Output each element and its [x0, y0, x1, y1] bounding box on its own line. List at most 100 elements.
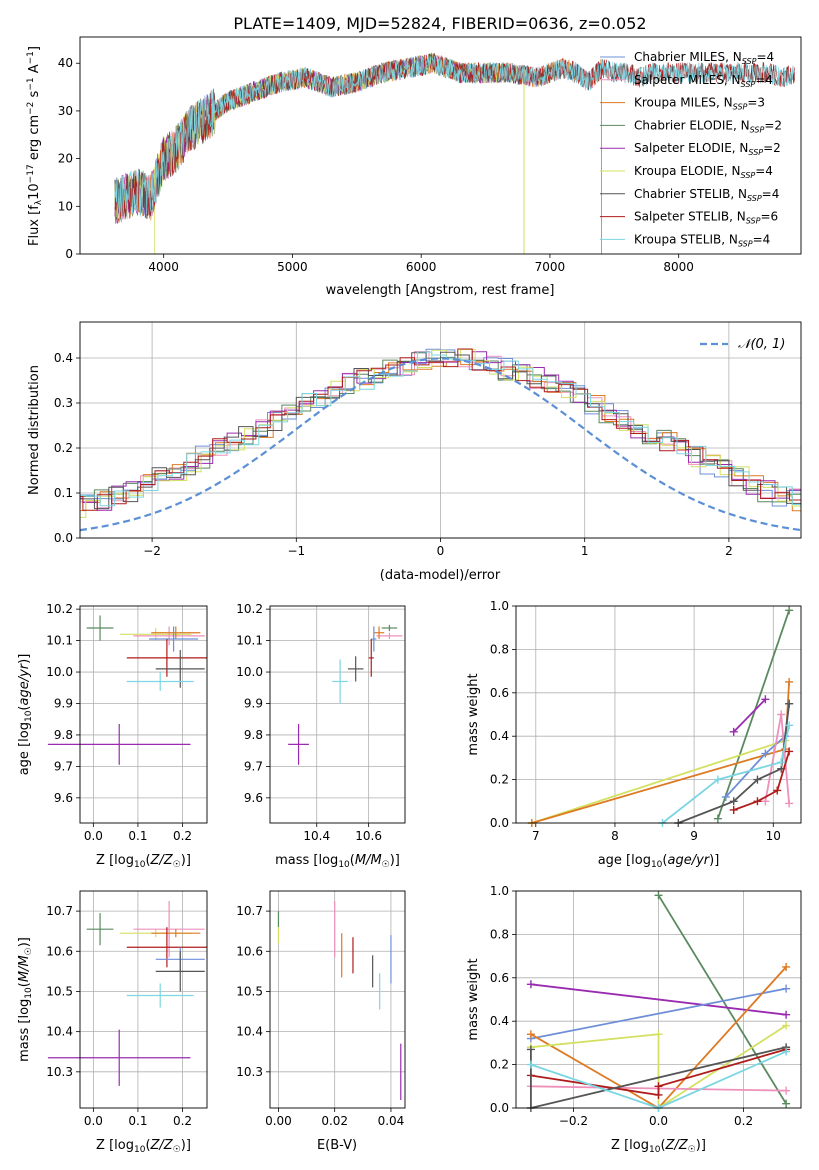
x-tick-label: 9: [690, 829, 698, 843]
x-axis-label-part: mass [log: [275, 853, 338, 868]
axes-frame: [269, 605, 406, 824]
x-tick-label: 0: [437, 544, 445, 558]
y-axis-label-part: 10: [24, 710, 34, 722]
x-axis-label-part: M/M: [355, 853, 382, 868]
legend-label-part: Kroupa ELODIE, N: [634, 164, 741, 178]
chart-age_vs_Z: 0.0 0.1 0.29.69.79.89.910.010.110.2Z [log1…: [17, 602, 208, 870]
legend-label-part: Salpeter ELODIE, N: [634, 141, 748, 155]
weight-marker: [785, 699, 794, 708]
y-axis-label-part: s: [27, 90, 42, 101]
x-axis-label-part: Z [log: [96, 853, 134, 868]
weight-line-8: [661, 725, 790, 824]
x-tick-label: −2: [143, 544, 161, 558]
y-tick-label: 10.4: [46, 1025, 73, 1039]
weight-line-7: [733, 751, 790, 811]
x-axis-label-part: Z/Z: [150, 853, 174, 868]
x-axis-label-part: Z [log: [611, 1138, 649, 1153]
legend-label-part: =4: [762, 187, 780, 201]
x-axis-label-part: Z/Z: [665, 1138, 689, 1153]
x-axis-label-part: age/yr: [667, 853, 710, 868]
y-tick-label: 10.5: [46, 984, 73, 998]
y-tick-label: 10.0: [46, 665, 73, 679]
y-tick-label: 0.1: [54, 486, 73, 500]
weight-marker: [729, 805, 738, 814]
x-axis-label: (data-model)/error: [380, 568, 501, 583]
x-tick-label: 4000: [148, 260, 179, 274]
y-tick-label: 9.9: [54, 696, 73, 710]
y-axis-label: age [log10(age/yr)]: [17, 654, 34, 776]
x-tick-label: 0.0: [84, 829, 103, 843]
legend-label-part: SSP: [748, 148, 763, 157]
weight-marker: [773, 786, 782, 795]
weight-marker: [761, 749, 770, 758]
weight-marker: [782, 1010, 791, 1019]
weight-marker: [729, 727, 738, 736]
x-axis-label-part: )]: [696, 1138, 706, 1153]
y-axis-label-part: erg cm: [27, 115, 42, 164]
chart-mass_vs_Z: 0.0 0.1 0.210.310.410.510.610.7Z [log10(Z/…: [17, 890, 208, 1155]
weight-marker: [785, 721, 794, 730]
legend-label-part: =4: [756, 50, 774, 64]
chart-residuals: −2 −1 0 1 2 0.0 0.1 0.2 0.3 0.4 𝒩(0, 1) (data-model…: [27, 321, 802, 583]
legend-label-part: SSP: [750, 125, 765, 134]
legend-label: Salpeter ELODIE, NSSP=2: [634, 141, 781, 157]
axes-frame: [515, 605, 802, 824]
x-tick-label: 0.2: [734, 1114, 753, 1128]
x-axis-label-part: ☉: [688, 1145, 696, 1155]
weight-marker: [785, 677, 794, 686]
y-tick-label: 30: [58, 104, 73, 118]
weight-marker: [782, 1047, 791, 1056]
y-axis-label-part: mass [log: [17, 999, 32, 1062]
weight-line-1: [530, 983, 787, 1016]
legend-label-part: SSP: [742, 57, 757, 66]
y-tick-label: 10.2: [236, 602, 263, 616]
weight-marker: [782, 984, 791, 993]
y-tick-label: 0: [65, 247, 73, 261]
legend-label-part: Kroupa STELIB, N: [634, 232, 738, 246]
legend-label-part: Chabrier MILES, N: [634, 50, 742, 64]
weight-marker: [777, 710, 786, 719]
weight-marker: [654, 891, 663, 900]
y-tick-label: 0.8: [490, 927, 509, 941]
y-tick-label: 9.6: [54, 791, 73, 805]
x-tick-label: 0.02: [321, 1114, 348, 1128]
y-tick-label: 0.3: [54, 396, 73, 410]
legend-label-part: SSP: [733, 103, 748, 112]
weight-marker: [654, 1090, 663, 1099]
x-axis-label-part: 10: [651, 860, 663, 870]
chart-spectrum: 4000 5000 6000 7000 8000 0 10 20 30 40 Chabrier MI…: [26, 36, 802, 298]
x-tick-label: 7000: [535, 260, 566, 274]
x-axis-label-part: )]: [390, 853, 400, 868]
y-tick-label: 9.9: [244, 696, 263, 710]
weight-marker: [713, 814, 722, 823]
weight-marker: [761, 695, 770, 704]
x-axis-label-part: Z/Z: [150, 1138, 174, 1153]
y-axis-label-part: )]: [17, 937, 32, 947]
axes-frame: [515, 890, 802, 1109]
weight-marker: [777, 758, 786, 767]
legend-label-part: =4: [755, 164, 773, 178]
y-axis-label-part: λ: [34, 199, 44, 205]
weight-line-0: [657, 894, 787, 1105]
y-tick-label: 9.8: [54, 728, 73, 742]
weight-marker: [782, 962, 791, 971]
legend-label: Chabrier MILES, NSSP=4: [634, 50, 774, 66]
y-axis-label-part: 10: [24, 987, 34, 999]
legend-label-part: =2: [763, 141, 781, 155]
x-axis-label: age [log10(age/yr)]: [598, 853, 720, 870]
y-axis-label-part: ]: [27, 46, 42, 51]
legend-label-part: =2: [764, 118, 782, 132]
x-tick-label: 0.04: [378, 1114, 405, 1128]
y-axis-label-part: A: [27, 64, 42, 77]
histogram-step-1: [80, 351, 801, 509]
y-tick-label: 9.8: [244, 728, 263, 742]
weight-line-1: [733, 698, 767, 733]
legend-label: Kroupa ELODIE, NSSP=4: [634, 164, 773, 180]
weight-line-6: [530, 1048, 787, 1097]
y-tick-label: 10.1: [46, 634, 73, 648]
y-tick-label: 10: [58, 199, 73, 213]
normal-curve: [80, 357, 801, 532]
histogram-step-2: [80, 361, 801, 512]
y-axis-label-part: −17: [26, 164, 36, 183]
